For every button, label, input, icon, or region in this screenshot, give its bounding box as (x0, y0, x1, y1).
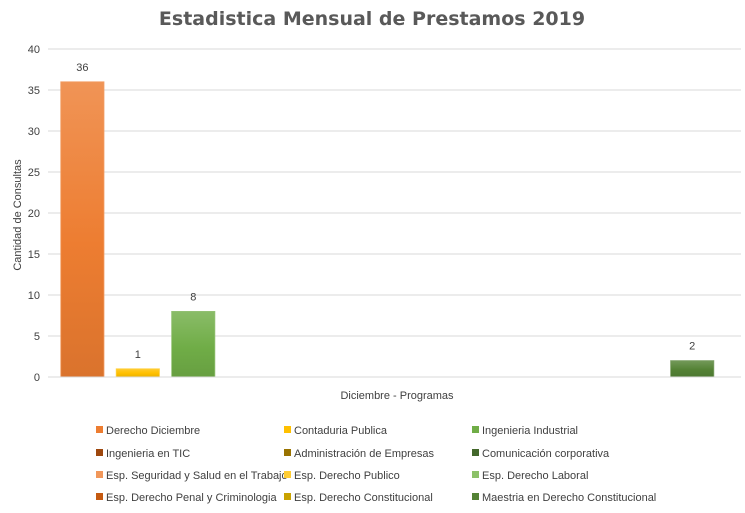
legend-item: Contaduria Publica (284, 425, 388, 437)
legend-label: Maestria en Derecho Constitucional (482, 492, 656, 504)
y-tick-label: 5 (34, 331, 40, 343)
legend-label: Derecho Diciembre (106, 425, 200, 437)
legend-item: Comunicación corporativa (472, 448, 610, 460)
x-axis-label: Diciembre - Programas (340, 390, 454, 402)
gridlines (48, 48, 741, 337)
data-labels: 36 1 8 2 (76, 62, 695, 361)
legend-label: Contaduria Publica (294, 425, 388, 437)
y-tick-label: 10 (28, 290, 40, 302)
legend-label: Ingenieria Industrial (482, 425, 578, 437)
legend-label: Esp. Derecho Laboral (482, 470, 588, 482)
legend-label: Comunicación corporativa (482, 448, 610, 460)
legend-item: Maestria en Derecho Constitucional (472, 492, 656, 504)
y-axis-label: Cantidad de Consultas (12, 159, 24, 271)
legend-label: Esp. Seguridad y Salud en el Trabajo (106, 470, 288, 482)
y-tick-label: 40 (28, 44, 40, 56)
y-tick-label: 30 (28, 126, 40, 138)
legend-swatch (284, 449, 291, 456)
legend-item: Ingenieria Industrial (472, 425, 578, 437)
legend: Derecho Diciembre Contaduria Publica Ingen… (96, 425, 656, 504)
bars (60, 81, 715, 378)
legend-label: Esp. Derecho Publico (294, 470, 400, 482)
legend-item: Esp. Derecho Laboral (472, 470, 588, 482)
data-label: 8 (190, 291, 196, 303)
bar-derecho-diciembre (60, 81, 105, 378)
y-axis-ticks: 0 5 10 15 20 25 30 35 40 (28, 44, 40, 384)
legend-label: Esp. Derecho Constitucional (294, 492, 433, 504)
legend-swatch (96, 471, 103, 478)
y-tick-label: 20 (28, 208, 40, 220)
y-tick-label: 25 (28, 167, 40, 179)
data-label: 1 (135, 349, 141, 361)
legend-swatch (284, 426, 291, 433)
y-tick-label: 0 (34, 372, 40, 384)
legend-swatch (96, 449, 103, 456)
data-label: 36 (76, 62, 88, 74)
legend-item: Ingenieria en TIC (96, 448, 190, 460)
legend-swatch (472, 471, 479, 478)
legend-swatch (472, 426, 479, 433)
legend-item: Derecho Diciembre (96, 425, 200, 437)
legend-item: Esp. Derecho Publico (284, 470, 400, 482)
chart-title: Estadistica Mensual de Prestamos 2019 (159, 8, 585, 30)
legend-swatch (284, 471, 291, 478)
legend-swatch (96, 493, 103, 500)
legend-label: Ingenieria en TIC (106, 448, 190, 460)
legend-item: Esp. Derecho Penal y Criminologia (96, 492, 277, 504)
legend-swatch (284, 493, 291, 500)
legend-item: Esp. Seguridad y Salud en el Trabajo (96, 470, 288, 482)
legend-swatch (472, 449, 479, 456)
data-label: 2 (689, 341, 695, 353)
legend-swatch (472, 493, 479, 500)
y-tick-label: 35 (28, 85, 40, 97)
legend-swatch (96, 426, 103, 433)
legend-item: Esp. Derecho Constitucional (284, 492, 433, 504)
bar-ingenieria-industrial (171, 310, 216, 378)
legend-label: Administración de Empresas (294, 448, 435, 460)
y-tick-label: 15 (28, 249, 40, 261)
legend-label: Esp. Derecho Penal y Criminologia (106, 492, 277, 504)
bar-contaduria-publica (115, 368, 160, 378)
legend-item: Administración de Empresas (284, 448, 435, 460)
bar-maestria-en-derecho-constitucional (670, 360, 715, 378)
